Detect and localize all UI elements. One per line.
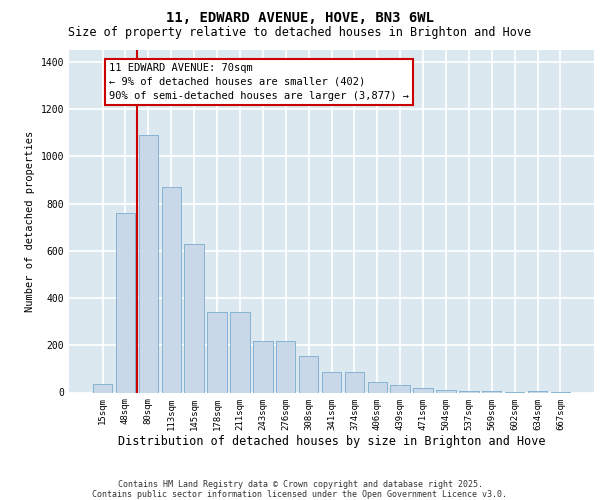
Bar: [253, 340, 272, 392]
Text: 11, EDWARD AVENUE, HOVE, BN3 6WL: 11, EDWARD AVENUE, HOVE, BN3 6WL: [166, 11, 434, 25]
Bar: [413, 388, 433, 392]
Bar: [344, 372, 364, 392]
Bar: [276, 340, 295, 392]
Y-axis label: Number of detached properties: Number of detached properties: [25, 130, 35, 312]
Bar: [368, 382, 387, 392]
Bar: [322, 372, 341, 392]
Bar: [208, 312, 227, 392]
Bar: [184, 244, 204, 392]
Text: 11 EDWARD AVENUE: 70sqm
← 9% of detached houses are smaller (402)
90% of semi-de: 11 EDWARD AVENUE: 70sqm ← 9% of detached…: [109, 63, 409, 101]
Bar: [139, 135, 158, 392]
Text: Size of property relative to detached houses in Brighton and Hove: Size of property relative to detached ho…: [68, 26, 532, 39]
Bar: [161, 187, 181, 392]
Bar: [93, 384, 112, 392]
Bar: [436, 390, 455, 392]
Bar: [230, 312, 250, 392]
Bar: [391, 386, 410, 392]
Bar: [299, 356, 319, 393]
Bar: [116, 213, 135, 392]
Text: Contains HM Land Registry data © Crown copyright and database right 2025.
Contai: Contains HM Land Registry data © Crown c…: [92, 480, 508, 499]
X-axis label: Distribution of detached houses by size in Brighton and Hove: Distribution of detached houses by size …: [118, 435, 545, 448]
